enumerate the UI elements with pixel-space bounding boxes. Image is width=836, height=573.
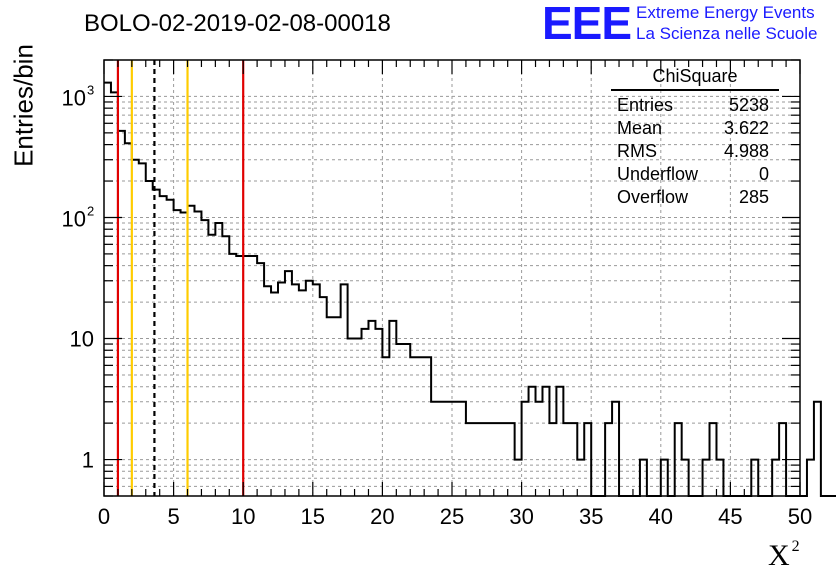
brand-line-2: La Scienza nelle Scuole: [636, 24, 818, 43]
reference-lines: [116, 60, 245, 496]
x-tick-label: 25: [440, 504, 464, 529]
stats-value: 4.988: [723, 141, 769, 161]
stats-row: Entries 5238: [611, 94, 779, 117]
stats-label: Underflow: [617, 164, 699, 184]
x-tick-label: 50: [788, 504, 812, 529]
stats-box: ChiSquare Entries 5238 Mean 3.622 RMS 4.988…: [611, 66, 779, 209]
histogram-series: [104, 81, 836, 497]
y-tick-label-exponent: 2: [87, 203, 94, 218]
stats-label: Mean: [617, 118, 663, 138]
chart-title: BOLO-02-2019-02-08-00018: [84, 10, 391, 37]
y-axis-label: Entries/bin: [8, 44, 39, 167]
x-axis-label-text: X: [768, 539, 790, 572]
stats-value: 0: [758, 164, 769, 184]
y-tick-label: 10: [70, 327, 94, 352]
histogram-line: [104, 81, 836, 497]
stats-value: 5238: [728, 95, 769, 115]
eee-logo: EEE: [542, 0, 632, 49]
x-axis-label-exponent: 2: [791, 538, 800, 555]
y-tick-label-exponent: 3: [87, 82, 94, 97]
x-tick-label: 45: [718, 504, 742, 529]
x-tick-label: 35: [579, 504, 603, 529]
x-tick-label: 40: [649, 504, 673, 529]
y-tick-label: 10: [62, 85, 86, 110]
x-tick-label: 15: [301, 504, 325, 529]
stats-title: ChiSquare: [611, 66, 779, 91]
y-tick-label: 1: [82, 448, 94, 473]
stats-row: RMS 4.988: [611, 140, 779, 163]
x-tick-label: 0: [98, 504, 110, 529]
stats-label: Entries: [617, 95, 674, 115]
stats-row: Mean 3.622: [611, 117, 779, 140]
brand-line-1: Extreme Energy Events: [636, 3, 815, 22]
stats-value: 285: [738, 187, 769, 207]
stats-row: Underflow 0: [611, 163, 779, 186]
x-tick-label: 20: [370, 504, 394, 529]
x-tick-label: 5: [167, 504, 179, 529]
stats-row: Overflow 285: [611, 186, 779, 209]
stats-label: RMS: [617, 141, 657, 161]
x-tick-label: 10: [231, 504, 255, 529]
y-tick-label: 10: [62, 206, 86, 231]
axis-ticks: [103, 59, 801, 497]
x-tick-label: 30: [509, 504, 533, 529]
stats-label: Overflow: [617, 187, 689, 207]
stats-value: 3.622: [723, 118, 769, 138]
x-tick-labels: 0 5 10 15 20 25 30 35 40 45 50: [98, 504, 812, 529]
